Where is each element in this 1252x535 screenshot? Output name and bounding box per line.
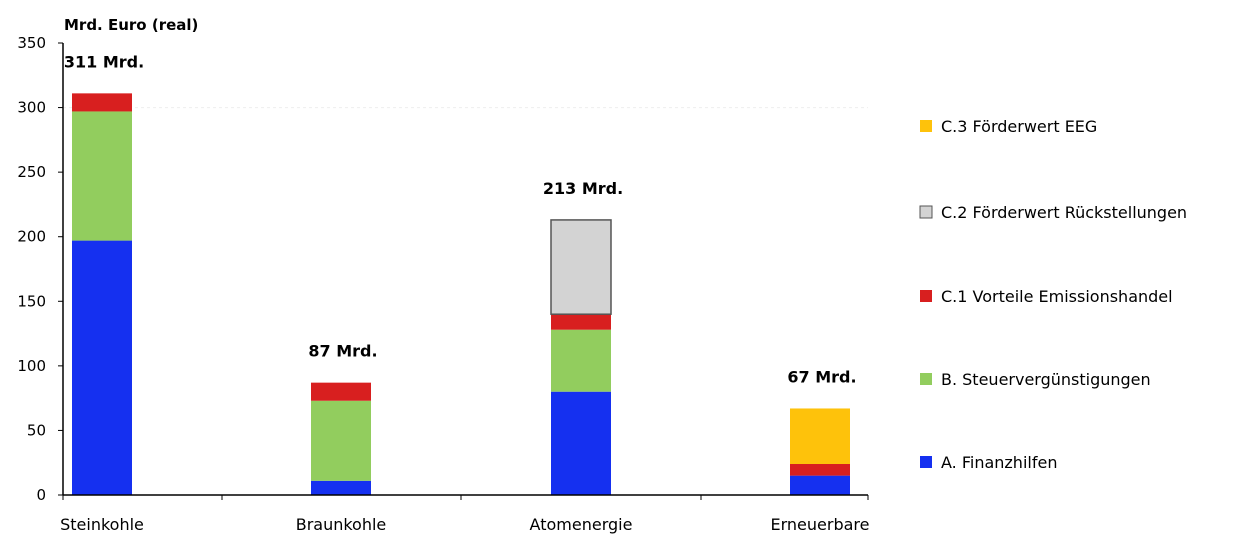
bar-segment (72, 111, 132, 241)
y-tick-label: 150 (17, 292, 46, 310)
legend-label: B. Steuervergünstigungen (941, 370, 1151, 389)
bar-segment (551, 314, 611, 330)
bar-segment (550, 219, 612, 315)
legend-swatch (919, 205, 933, 219)
y-tick-label: 50 (27, 421, 46, 439)
y-ticks: 0 50 100 150 200 250 300 350 (17, 34, 63, 504)
legend-label: C.3 Förderwert EEG (941, 117, 1097, 136)
y-tick-label: 0 (36, 486, 46, 504)
legend-swatch (920, 120, 932, 132)
legend: C.3 Förderwert EEG C.2 Förderwert Rückste… (919, 117, 1187, 472)
y-tick-label: 300 (17, 99, 46, 117)
bar-segment (311, 480, 371, 495)
total-label: 87 Mrd. (308, 342, 377, 361)
legend-swatch (920, 456, 932, 468)
y-axis-label: Mrd. Euro (real) (64, 16, 198, 34)
y-tick-label: 250 (17, 163, 46, 181)
legend-label: A. Finanzhilfen (941, 453, 1057, 472)
bar-segment (311, 400, 371, 481)
bar-segment (551, 329, 611, 392)
x-tick-label: Steinkohle (60, 515, 144, 534)
legend-label: C.1 Vorteile Emissionshandel (941, 287, 1173, 306)
bar-segment (790, 408, 850, 465)
x-labels: Steinkohle Braunkohle Atomenergie Erneuerba… (60, 515, 869, 534)
bars (72, 93, 850, 495)
y-tick-label: 100 (17, 357, 46, 375)
bar-segment (72, 240, 132, 495)
bar-segment (551, 391, 611, 495)
y-tick-label: 350 (17, 34, 46, 52)
legend-label: C.2 Förderwert Rückstellungen (941, 203, 1187, 222)
bar-segment (311, 382, 371, 401)
legend-swatch (920, 373, 932, 385)
axes (62, 43, 869, 500)
bar-segment (790, 464, 850, 476)
bar-segment (72, 93, 132, 112)
y-tick-label: 200 (17, 228, 46, 246)
total-label: 311 Mrd. (64, 52, 144, 71)
x-tick-label: Braunkohle (296, 515, 387, 534)
x-tick-label: Atomenergie (530, 515, 633, 534)
total-labels: 311 Mrd. 87 Mrd. 213 Mrd. 67 Mrd. (64, 52, 857, 386)
total-label: 67 Mrd. (787, 367, 856, 386)
x-tick-label: Erneuerbare (771, 515, 870, 534)
bar-segment (790, 475, 850, 495)
total-label: 213 Mrd. (543, 179, 623, 198)
legend-swatch (920, 290, 932, 302)
